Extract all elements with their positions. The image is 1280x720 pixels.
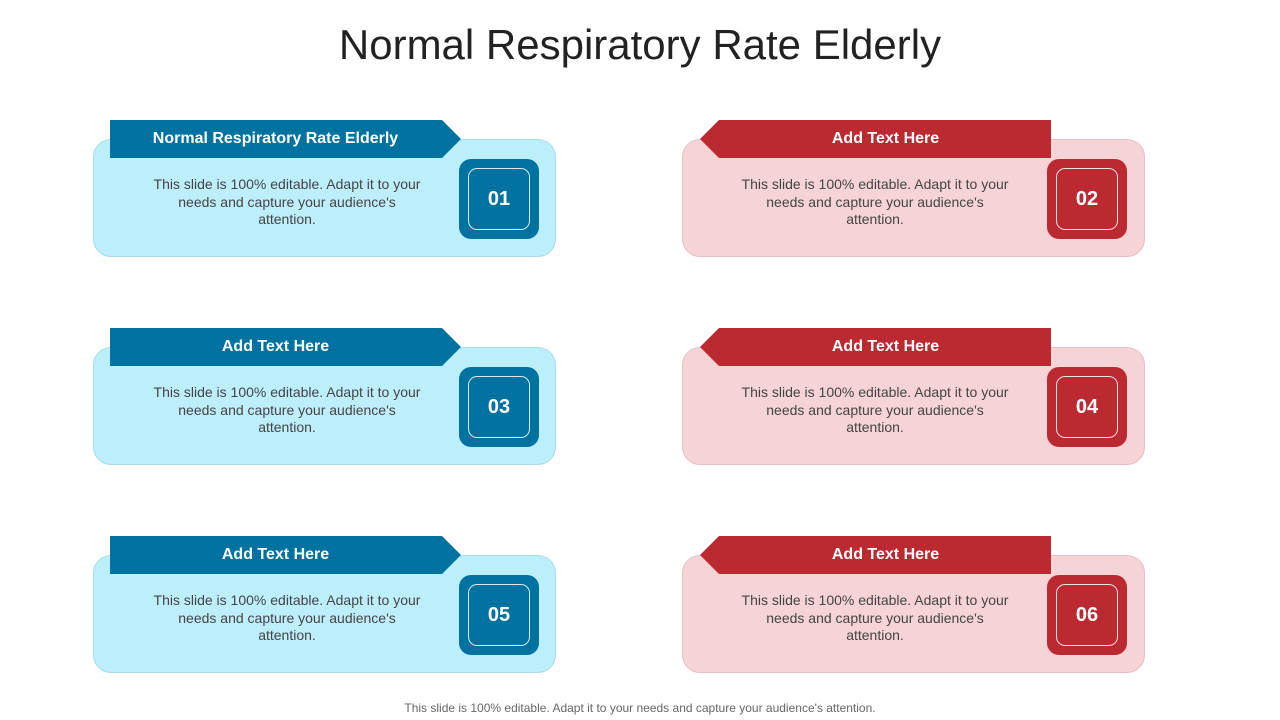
item-description: This slide is 100% editable. Adapt it to… bbox=[153, 384, 421, 435]
item-number: 01 bbox=[468, 168, 530, 230]
item-heading-banner: Add Text Here bbox=[700, 536, 1051, 574]
item-number: 03 bbox=[468, 376, 530, 438]
item-description: This slide is 100% editable. Adapt it to… bbox=[741, 176, 1009, 227]
slide-title: Normal Respiratory Rate Elderly bbox=[338, 21, 942, 68]
item-heading-banner: Add Text Here bbox=[700, 328, 1051, 366]
item-card-01: This slide is 100% editable. Adapt it to… bbox=[93, 139, 556, 257]
item-number-badge: 06 bbox=[1047, 575, 1127, 655]
item-card-02: This slide is 100% editable. Adapt it to… bbox=[682, 139, 1145, 257]
item-number-badge: 02 bbox=[1047, 159, 1127, 239]
item-card-05: This slide is 100% editable. Adapt it to… bbox=[93, 555, 556, 673]
item-heading-banner: Add Text Here bbox=[110, 328, 461, 366]
item-number-badge: 03 bbox=[459, 367, 539, 447]
item-description: This slide is 100% editable. Adapt it to… bbox=[153, 592, 421, 643]
item-number: 06 bbox=[1056, 584, 1118, 646]
item-number: 04 bbox=[1056, 376, 1118, 438]
item-heading-banner: Add Text Here bbox=[110, 536, 461, 574]
item-number: 05 bbox=[468, 584, 530, 646]
item-description: This slide is 100% editable. Adapt it to… bbox=[741, 592, 1009, 643]
item-number-badge: 01 bbox=[459, 159, 539, 239]
item-number-badge: 04 bbox=[1047, 367, 1127, 447]
item-heading-banner: Add Text Here bbox=[700, 120, 1051, 158]
item-card-06: This slide is 100% editable. Adapt it to… bbox=[682, 555, 1145, 673]
item-card-03: This slide is 100% editable. Adapt it to… bbox=[93, 347, 556, 465]
item-heading-banner: Normal Respiratory Rate Elderly bbox=[110, 120, 461, 158]
item-card-04: This slide is 100% editable. Adapt it to… bbox=[682, 347, 1145, 465]
item-number: 02 bbox=[1056, 168, 1118, 230]
item-description: This slide is 100% editable. Adapt it to… bbox=[741, 384, 1009, 435]
footer-note: This slide is 100% editable. Adapt it to… bbox=[404, 701, 876, 715]
item-description: This slide is 100% editable. Adapt it to… bbox=[153, 176, 421, 227]
item-number-badge: 05 bbox=[459, 575, 539, 655]
